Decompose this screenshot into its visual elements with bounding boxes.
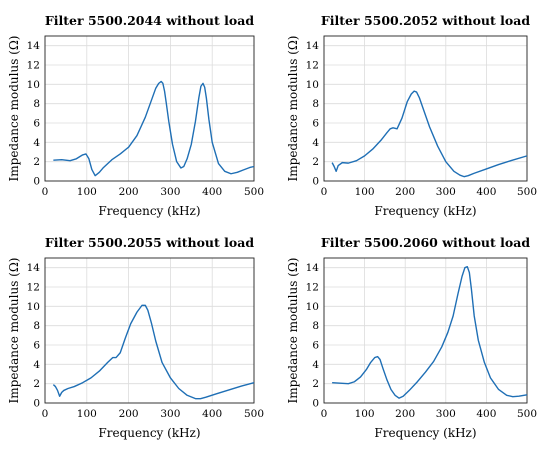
plot-frame xyxy=(323,35,528,182)
subplot-1: 0 100 200 300 400 500 0 2 4 6 8 10 12 14 Filter 5500.2… xyxy=(7,13,264,218)
y-tick-label: 0 xyxy=(312,398,319,410)
y-axis-label: Impedance modulus (Ω) xyxy=(7,36,21,182)
y-tick-label: 14 xyxy=(27,262,41,274)
x-tick-label: 0 xyxy=(321,408,328,420)
x-tick-label: 500 xyxy=(244,186,264,198)
x-tick-label: 400 xyxy=(476,186,496,198)
plot-frame xyxy=(323,257,528,404)
plot-frame xyxy=(44,257,255,404)
x-tick-label: 200 xyxy=(119,186,139,198)
y-tick-label: 14 xyxy=(306,40,320,52)
y-tick-label: 10 xyxy=(306,79,319,91)
y-tick-label: 4 xyxy=(33,359,40,371)
y-tick-label: 2 xyxy=(312,378,319,390)
y-tick-label: 2 xyxy=(312,156,319,168)
y-tick-label: 8 xyxy=(312,320,319,332)
impedance-series-line xyxy=(332,266,528,399)
x-tick-label: 300 xyxy=(160,186,180,198)
y-tick-label: 6 xyxy=(312,118,319,130)
x-tick-label: 500 xyxy=(517,186,537,198)
y-tick-label: 4 xyxy=(312,137,319,149)
y-tick-label: 10 xyxy=(27,301,40,313)
x-axis-label: Frequency (kHz) xyxy=(98,426,200,440)
x-tick-label: 400 xyxy=(476,408,496,420)
x-tick-label: 300 xyxy=(160,408,180,420)
y-tick-label: 8 xyxy=(312,98,319,110)
chart-title: Filter 5500.2052 without load xyxy=(321,13,530,28)
x-tick-label: 0 xyxy=(42,408,49,420)
impedance-series-line xyxy=(331,90,528,178)
chart-title: Filter 5500.2044 without load xyxy=(45,13,254,28)
chart-title: Filter 5500.2055 without load xyxy=(45,235,254,250)
x-tick-label: 100 xyxy=(355,408,375,420)
y-tick-label: 0 xyxy=(33,176,40,188)
y-tick-label: 4 xyxy=(33,137,40,149)
y-tick-label: 2 xyxy=(33,156,40,168)
y-tick-label: 8 xyxy=(33,320,40,332)
y-tick-label: 6 xyxy=(33,118,40,130)
y-tick-label: 12 xyxy=(27,60,40,72)
y-tick-label: 14 xyxy=(306,262,320,274)
y-tick-label: 12 xyxy=(27,282,40,294)
x-tick-label: 100 xyxy=(355,186,375,198)
x-tick-label: 400 xyxy=(202,186,222,198)
x-axis-label: Frequency (kHz) xyxy=(374,426,476,440)
chart-title: Filter 5500.2060 without load xyxy=(321,235,530,250)
x-tick-label: 500 xyxy=(517,408,537,420)
x-tick-label: 400 xyxy=(202,408,222,420)
x-axis-label: Frequency (kHz) xyxy=(98,204,200,218)
x-axis-label: Frequency (kHz) xyxy=(374,204,476,218)
y-tick-label: 10 xyxy=(27,79,40,91)
x-tick-label: 0 xyxy=(321,186,328,198)
y-tick-label: 6 xyxy=(312,340,319,352)
x-tick-label: 200 xyxy=(119,408,139,420)
x-tick-label: 0 xyxy=(42,186,49,198)
y-axis-label: Impedance modulus (Ω) xyxy=(7,258,21,404)
subplot-3: 0 100 200 300 400 500 0 2 4 6 8 10 12 14 Filter 5500.2… xyxy=(7,235,264,440)
y-tick-label: 14 xyxy=(27,40,41,52)
x-tick-label: 500 xyxy=(244,408,264,420)
y-tick-label: 2 xyxy=(33,378,40,390)
y-tick-label: 4 xyxy=(312,359,319,371)
impedance-series-line xyxy=(52,304,255,400)
x-tick-label: 100 xyxy=(77,408,97,420)
x-tick-label: 200 xyxy=(395,408,415,420)
y-tick-label: 12 xyxy=(306,282,319,294)
y-tick-label: 6 xyxy=(33,340,40,352)
y-tick-label: 12 xyxy=(306,60,319,72)
y-axis-label: Impedance modulus (Ω) xyxy=(286,258,300,404)
x-tick-label: 200 xyxy=(395,186,415,198)
y-tick-label: 10 xyxy=(306,301,319,313)
y-tick-label: 0 xyxy=(312,176,319,188)
y-axis-label: Impedance modulus (Ω) xyxy=(286,36,300,182)
x-tick-label: 100 xyxy=(77,186,97,198)
y-tick-label: 0 xyxy=(33,398,40,410)
x-tick-label: 300 xyxy=(436,408,456,420)
x-tick-label: 300 xyxy=(436,186,456,198)
plot-frame xyxy=(44,35,255,182)
impedance-series-line xyxy=(53,80,255,177)
y-tick-label: 8 xyxy=(33,98,40,110)
